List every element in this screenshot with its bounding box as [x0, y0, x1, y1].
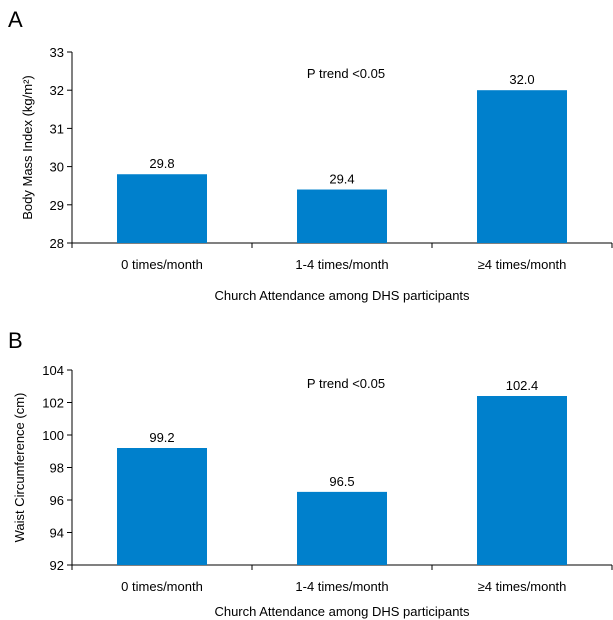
chart-panel-b: B 92 94 96 98 100 102 104 99.2 0 times/month 96.5 1…: [0, 310, 613, 620]
x-tick-label: ≥4 times/month: [478, 579, 567, 594]
y-tick-label: 29: [50, 198, 64, 213]
data-label: 96.5: [329, 474, 354, 489]
data-label: 29.4: [329, 172, 354, 187]
bmi-bar-chart: A 28 29 30 31 32 33 29.8 0 times/month 29.4 1-4 ti…: [8, 7, 613, 303]
y-tick-label: 32: [50, 83, 64, 98]
y-tick-label: 98: [50, 461, 64, 476]
y-tick-label: 30: [50, 160, 64, 175]
y-tick-label: 94: [50, 526, 64, 541]
y-tick-label: 33: [50, 45, 64, 60]
data-label: 29.8: [149, 156, 174, 171]
x-axis-title: Church Attendance among DHS participants: [214, 288, 470, 303]
panel-label: B: [8, 328, 23, 353]
bar: [117, 448, 207, 565]
chart-panel-a: A 28 29 30 31 32 33 29.8 0 times/month 29.4 1-4 ti…: [8, 7, 613, 303]
bar: [477, 396, 567, 565]
p-trend-annotation: P trend <0.05: [307, 376, 385, 391]
x-tick-label: ≥4 times/month: [478, 257, 567, 272]
panel-label: A: [8, 7, 23, 32]
waist-bar-chart: B 92 94 96 98 100 102 104 99.2 0 times/month 96.5 1…: [8, 328, 613, 619]
data-label: 99.2: [149, 430, 174, 445]
x-tick-label: 0 times/month: [121, 257, 203, 272]
y-tick-label: 28: [50, 236, 64, 251]
y-tick-label: 104: [42, 363, 64, 378]
bar: [477, 90, 567, 243]
x-axis-title: Church Attendance among DHS participants: [214, 604, 470, 619]
x-tick-label: 1-4 times/month: [295, 579, 388, 594]
y-axis-title: Body Mass Index (kg/m²): [20, 75, 35, 220]
y-tick-label: 102: [42, 396, 64, 411]
y-tick-label: 100: [42, 428, 64, 443]
data-label: 32.0: [509, 72, 534, 87]
y-axis-title: Waist Circumference (cm): [12, 393, 27, 543]
x-tick-label: 1-4 times/month: [295, 257, 388, 272]
bar: [117, 174, 207, 243]
bar: [297, 491, 387, 565]
bar: [297, 189, 387, 243]
y-tick-label: 96: [50, 493, 64, 508]
y-tick-label: 92: [50, 558, 64, 573]
data-label: 102.4: [506, 378, 539, 393]
p-trend-annotation: P trend <0.05: [307, 66, 385, 81]
x-tick-label: 0 times/month: [121, 579, 203, 594]
y-tick-label: 31: [50, 121, 64, 136]
